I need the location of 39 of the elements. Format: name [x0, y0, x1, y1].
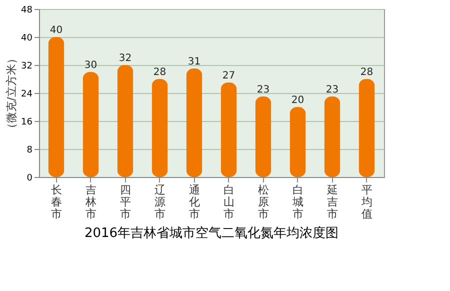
y-axis-title: （微克/立方米） [5, 53, 18, 134]
y-tick-label: 16 [21, 118, 33, 128]
y-tick-label: 48 [21, 6, 33, 16]
x-tick-label: 通化市 [188, 184, 200, 220]
y-tick-label: 8 [26, 146, 33, 156]
x-tick-label: 平均值 [360, 184, 372, 220]
x-tick-label: 白山市 [223, 184, 234, 220]
bar [358, 79, 375, 177]
bar [255, 96, 272, 177]
x-tick-label: 四平市 [120, 184, 131, 220]
data-label: 31 [188, 56, 201, 68]
bar [152, 79, 168, 177]
x-tick-label: 延吉市 [326, 184, 338, 220]
x-tick-label: 长春市 [50, 184, 62, 220]
bar [220, 82, 237, 177]
bar [324, 96, 340, 177]
bar [186, 68, 202, 177]
data-label: 20 [291, 95, 304, 106]
x-tick-label: 吉林市 [84, 184, 96, 220]
y-tick-label: 40 [21, 34, 33, 44]
y-tick-label: 32 [21, 62, 32, 72]
x-tick-label: 松原市 [258, 184, 269, 220]
data-label: 40 [50, 25, 63, 36]
data-label: 23 [256, 84, 270, 96]
y-tick-label: 24 [21, 90, 33, 100]
bar [117, 65, 134, 177]
data-label: 27 [222, 70, 236, 82]
x-tick-label: 白城市 [291, 184, 304, 220]
x-tick-label: 辽源市 [154, 184, 166, 220]
text: 2016年吉林省城市空气二氧化氮年均浓度图 [84, 225, 339, 241]
bar [82, 72, 99, 177]
data-label: 23 [326, 84, 339, 96]
bar [48, 37, 64, 177]
data-label: 28 [360, 67, 374, 78]
y-tick-label: 0 [26, 174, 33, 184]
data-label: 30 [84, 60, 98, 71]
data-label: 32 [118, 53, 132, 64]
data-label: 28 [153, 67, 166, 78]
bar [290, 107, 306, 177]
